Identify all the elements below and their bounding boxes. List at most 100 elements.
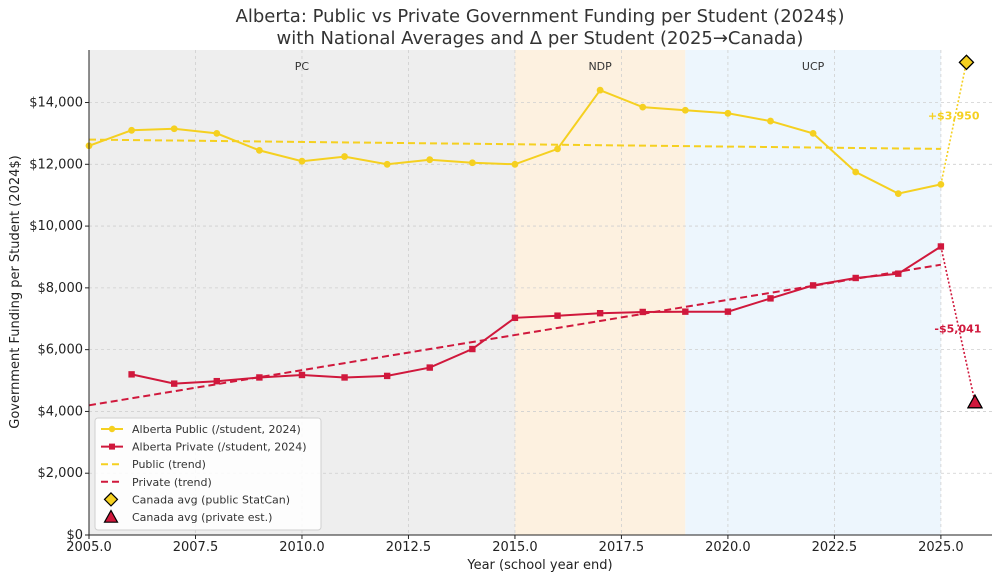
y-tick-label: $14,000 xyxy=(29,96,83,111)
data-point-alberta-private-student-2024 xyxy=(128,371,135,378)
data-point-alberta-private-student-2024 xyxy=(469,345,476,353)
x-tick-label: 2012.5 xyxy=(386,540,432,555)
data-point-alberta-private-student-2024 xyxy=(426,364,433,371)
data-point-alberta-private-student-2024 xyxy=(809,282,817,289)
y-axis-label: Government Funding per Student (2024$) xyxy=(8,155,23,428)
data-point-alberta-public-student-2024 xyxy=(426,156,434,164)
data-point-alberta-public-student-2024 xyxy=(511,160,519,168)
data-point-alberta-public-student-2024 xyxy=(724,109,732,117)
data-point-alberta-private-student-2024 xyxy=(256,374,263,381)
series-line-private-trend xyxy=(88,263,942,407)
tick-labels: 2005.0 2007.5 2010.0 2012.5 2015.0 2017.5 2020… xyxy=(29,96,963,555)
data-point-alberta-public-student-2024 xyxy=(298,157,306,165)
legend-swatch-canada-avg-private-est xyxy=(103,509,119,523)
data-point-alberta-public-student-2024 xyxy=(767,117,774,125)
data-point-alberta-private-student-2024 xyxy=(767,295,774,302)
data-point-canada-public xyxy=(958,54,975,71)
legend-item-canada-avg-public-statcan: Canada avg (public StatCan) xyxy=(103,492,290,507)
annotations: +$3,950 -$5,041 xyxy=(928,110,982,336)
delta-annotation: +$3,950 xyxy=(928,110,980,123)
data-point-alberta-private-student-2024 xyxy=(895,270,902,277)
era-label-ndp: NDP xyxy=(588,60,612,73)
data-point-alberta-public-student-2024 xyxy=(128,126,135,134)
legend: Alberta Public (/student, 2024) Alberta P… xyxy=(94,417,322,531)
data-point-alberta-public-student-2024 xyxy=(596,86,604,94)
data-point-alberta-public-student-2024 xyxy=(554,145,561,153)
legend-item-canada-avg-private-est: Canada avg (private est.) xyxy=(103,509,272,524)
data-point-alberta-public-student-2024 xyxy=(894,190,902,198)
delta-connectors xyxy=(940,54,983,409)
series-alberta-public-student-2024 xyxy=(85,86,945,198)
series-line-public-trend xyxy=(88,138,941,150)
delta-line-private xyxy=(940,246,976,403)
legend-marker-alberta-public-student-2024 xyxy=(108,425,116,433)
data-point-alberta-private-student-2024 xyxy=(170,380,178,387)
y-tick-label: $2,000 xyxy=(38,466,84,481)
data-point-alberta-public-student-2024 xyxy=(681,106,689,114)
data-point-alberta-private-student-2024 xyxy=(213,377,220,385)
y-tick-label: $12,000 xyxy=(29,157,83,172)
delta-annotation: -$5,041 xyxy=(934,323,981,336)
data-point-alberta-public-student-2024 xyxy=(852,168,860,176)
y-tick-label: $8,000 xyxy=(38,281,84,296)
y-tick-label: $10,000 xyxy=(29,219,83,234)
legend-marker-alberta-private-student-2024 xyxy=(109,443,115,450)
era-band-ndp xyxy=(514,50,686,535)
legend-box xyxy=(94,417,322,531)
x-axis-label: Year (school year end) xyxy=(466,558,612,573)
data-point-alberta-public-student-2024 xyxy=(170,125,178,133)
data-point-alberta-private-student-2024 xyxy=(852,274,859,282)
legend-label-public-trend: Public (trend) xyxy=(132,458,206,471)
data-point-alberta-private-student-2024 xyxy=(341,374,348,381)
data-point-alberta-private-student-2024 xyxy=(682,308,689,315)
data-point-alberta-public-student-2024 xyxy=(639,103,647,111)
x-tick-label: 2007.5 xyxy=(173,540,219,555)
legend-label-alberta-public-student-2024: Alberta Public (/student, 2024) xyxy=(132,423,301,436)
x-tick-label: 2017.5 xyxy=(599,540,645,555)
legend-label-canada-avg-public-statcan: Canada avg (public StatCan) xyxy=(132,493,290,506)
chart-title-line1: Alberta: Public vs Private Government Fu… xyxy=(236,6,845,27)
data-point-alberta-private-student-2024 xyxy=(554,312,561,319)
era-band-ucp xyxy=(685,50,941,535)
y-tick-label: $6,000 xyxy=(38,343,84,358)
legend-item-alberta-public-student-2024: Alberta Public (/student, 2024) xyxy=(101,423,301,436)
data-point-alberta-private-student-2024 xyxy=(383,372,391,380)
era-label-ucp: UCP xyxy=(802,60,825,73)
data-point-alberta-public-student-2024 xyxy=(468,159,476,167)
data-point-alberta-public-student-2024 xyxy=(213,130,221,137)
y-tick-label: $0 xyxy=(66,528,83,543)
legend-item-public-trend: Public (trend) xyxy=(101,458,206,471)
legend-label-private-trend: Private (trend) xyxy=(132,476,212,489)
series-public-trend xyxy=(88,138,941,150)
series-layer xyxy=(85,54,983,409)
data-point-alberta-public-student-2024 xyxy=(383,160,391,168)
data-point-alberta-public-student-2024 xyxy=(809,130,817,137)
x-tick-label: 2022.5 xyxy=(812,540,858,555)
axes xyxy=(88,50,992,536)
data-point-alberta-private-student-2024 xyxy=(596,309,604,317)
legend-label-canada-avg-private-est: Canada avg (private est.) xyxy=(132,511,272,524)
delta-line-public xyxy=(940,62,968,185)
series-private-trend xyxy=(88,263,942,407)
era-label-pc: PC xyxy=(295,60,310,73)
legend-item-alberta-private-student-2024: Alberta Private (/student, 2024) xyxy=(101,441,307,454)
legend-swatch-canada-avg-public-statcan xyxy=(103,492,119,507)
data-point-alberta-public-student-2024 xyxy=(255,146,263,154)
legend-label-alberta-private-student-2024: Alberta Private (/student, 2024) xyxy=(132,441,307,454)
data-point-alberta-public-student-2024 xyxy=(937,180,945,188)
data-point-alberta-private-student-2024 xyxy=(511,314,519,322)
data-point-alberta-private-student-2024 xyxy=(639,308,646,316)
x-tick-label: 2010.0 xyxy=(279,540,325,555)
data-point-canada-private xyxy=(966,393,983,409)
y-tick-label: $4,000 xyxy=(38,404,84,419)
x-tick-label: 2020.0 xyxy=(705,540,751,555)
x-tick-label: 2015.0 xyxy=(492,540,538,555)
chart-title-line2: with National Averages and Δ per Student… xyxy=(277,28,804,49)
data-point-alberta-private-student-2024 xyxy=(298,371,306,379)
data-point-alberta-private-student-2024 xyxy=(724,308,732,315)
era-labels: PC NDP UCP xyxy=(295,60,825,73)
x-tick-label: 2005.0 xyxy=(66,540,112,555)
x-tick-label: 2025.0 xyxy=(918,540,964,555)
